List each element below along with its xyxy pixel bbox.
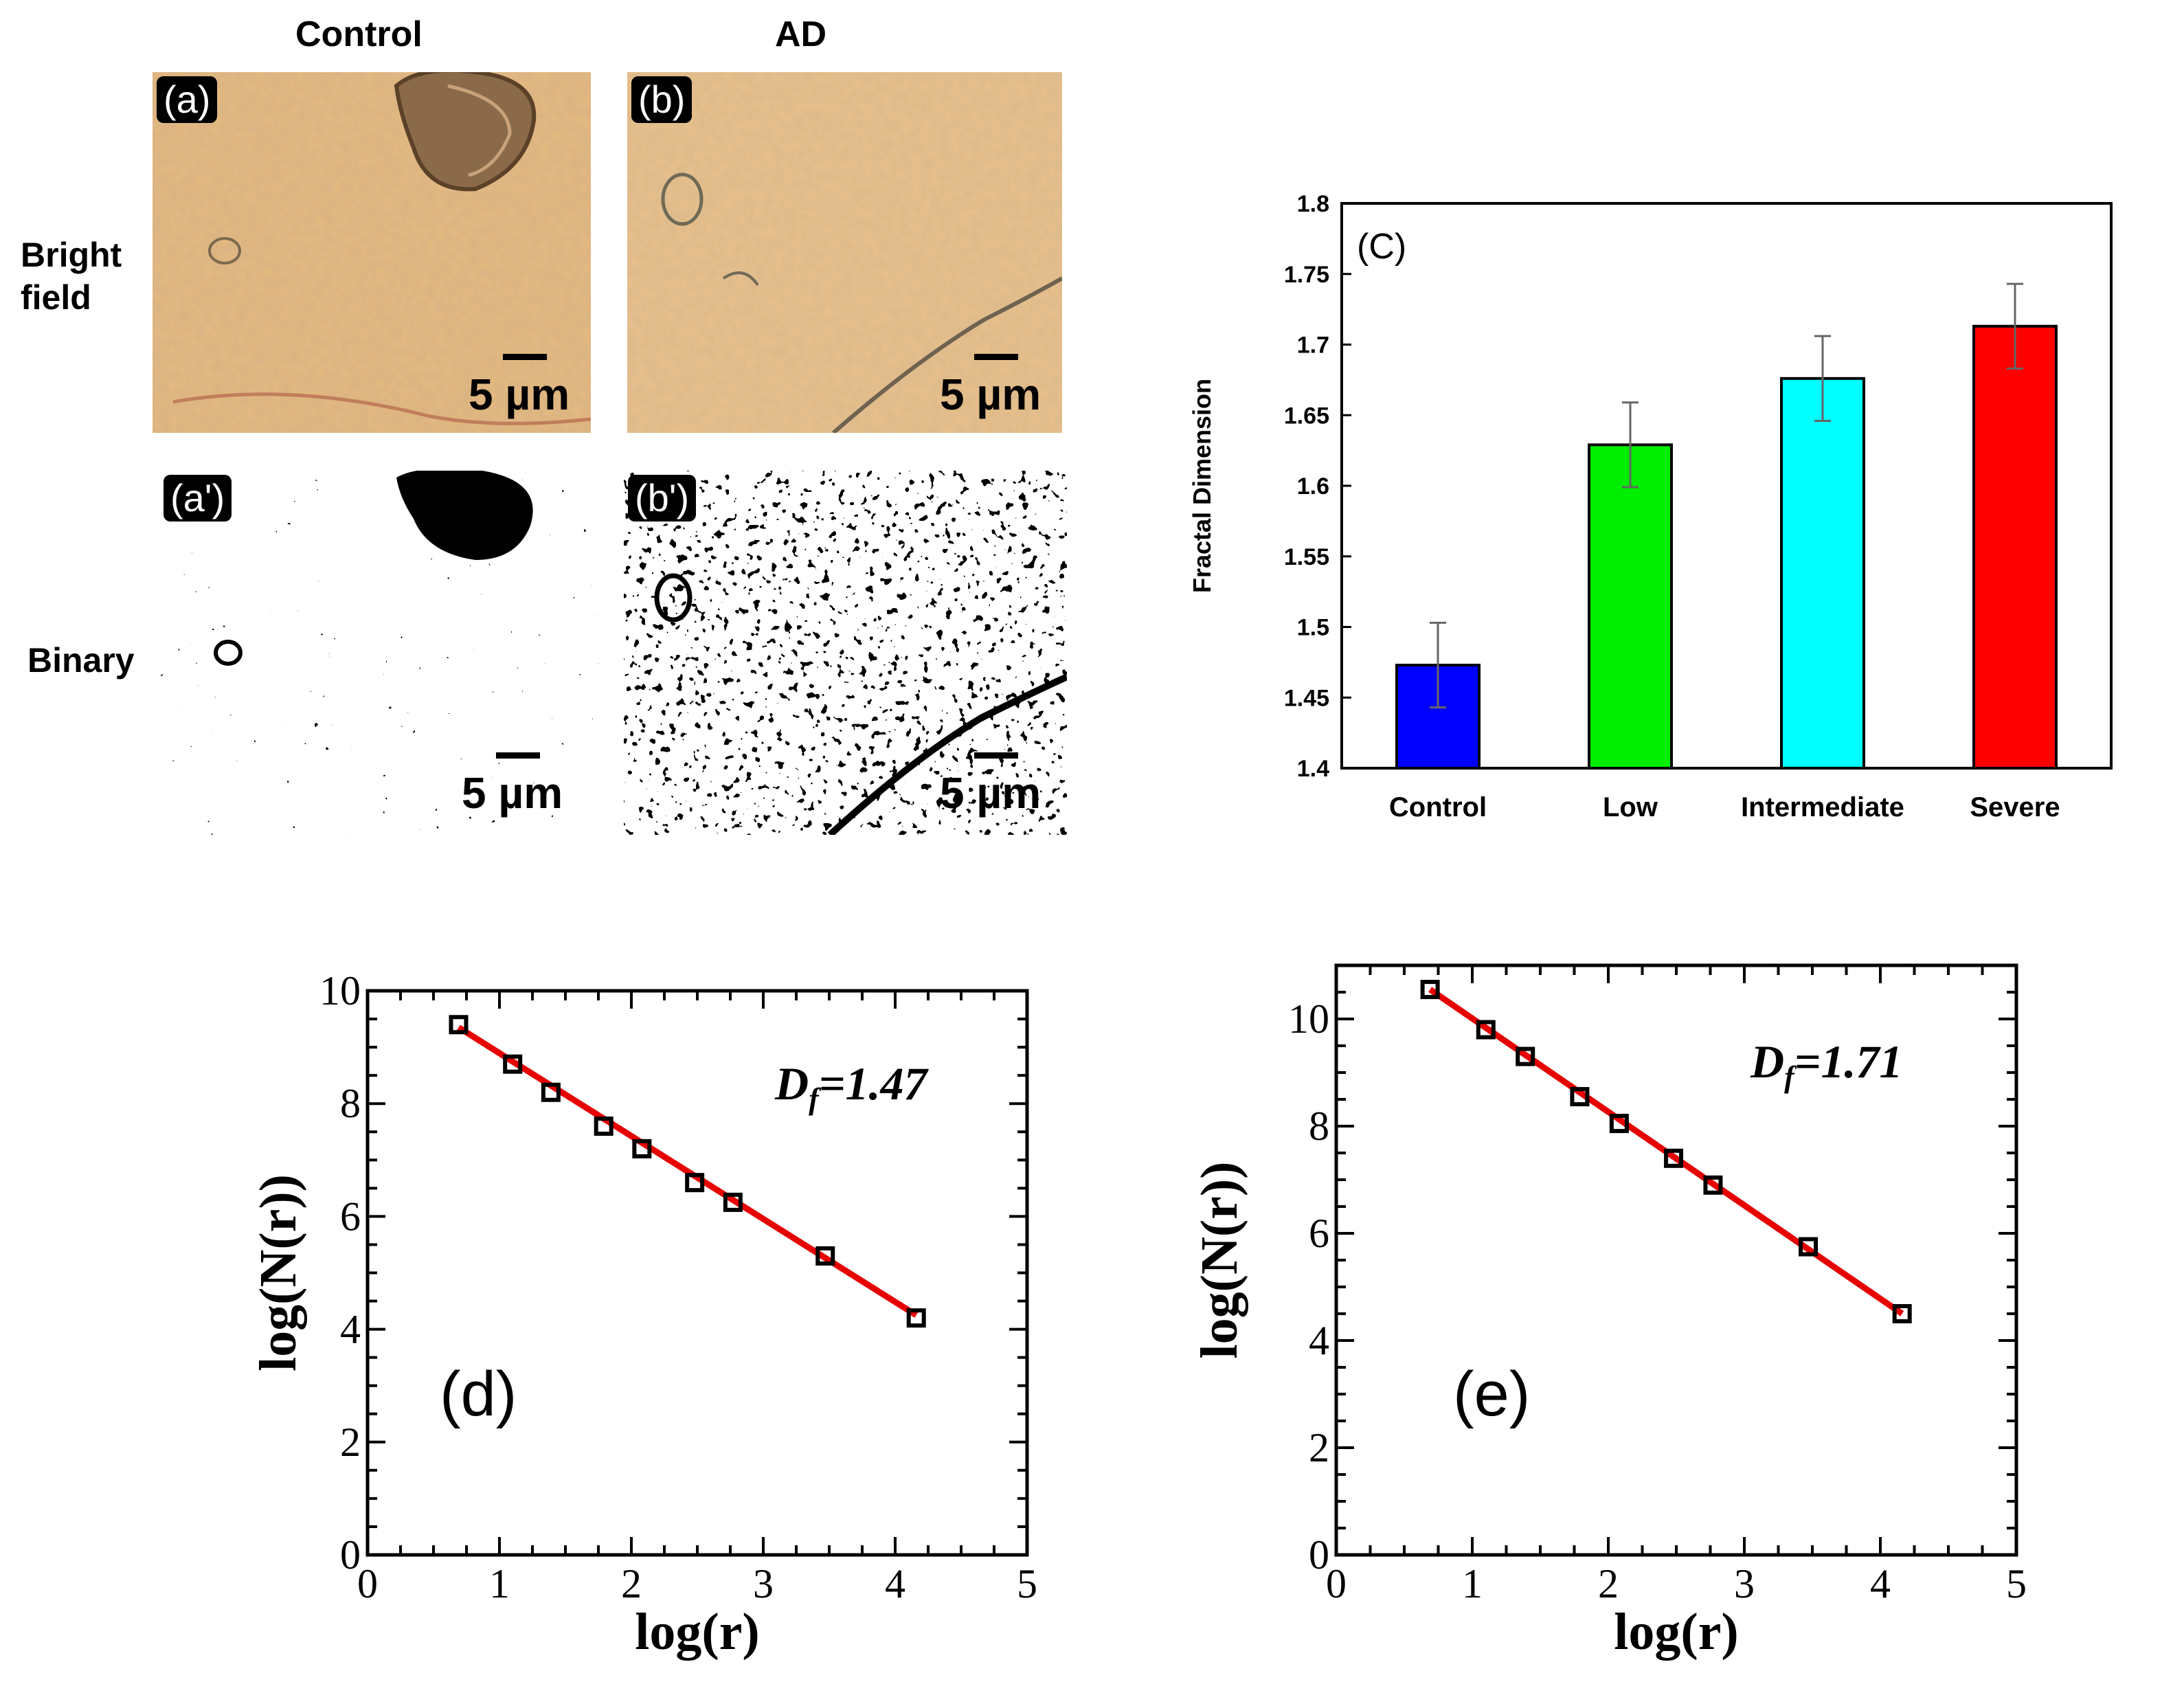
- bar-control: [1395, 663, 1481, 770]
- data-point: [723, 1192, 743, 1212]
- y-tick-label: 6: [340, 1193, 361, 1239]
- micrograph-control-bright-field: (a) 5 µm: [153, 72, 591, 433]
- x-tick-label: 5: [1017, 1561, 1037, 1606]
- x-tick-label: 2: [621, 1561, 642, 1606]
- data-point: [1420, 980, 1440, 1000]
- x-axis-title: log(r): [1614, 1603, 1738, 1661]
- scale-bar-a-prime: [496, 752, 540, 759]
- x-tick-label: 2: [1598, 1561, 1619, 1606]
- bar-low: [1588, 443, 1673, 770]
- y-tick-label: 1.4: [1297, 756, 1329, 782]
- panel-label: (e): [1453, 1359, 1530, 1429]
- fit-line: [1428, 987, 1904, 1316]
- data-point: [906, 1308, 926, 1328]
- bar-intermediate: [1780, 377, 1865, 770]
- bar-severe: [1972, 324, 2058, 770]
- data-point: [1516, 1046, 1535, 1066]
- scale-bar-a: [503, 354, 547, 360]
- y-tick-label: 1.5: [1297, 615, 1329, 641]
- plot-frame: [365, 989, 1029, 1557]
- y-axis-title: log(N(r)): [249, 1174, 307, 1371]
- micrograph-ad-bright-field: (b) 5 µm: [627, 72, 1062, 433]
- binary-texture-b: [624, 471, 1067, 835]
- y-tick-label: 1.6: [1297, 473, 1329, 500]
- data-point: [1892, 1304, 1912, 1323]
- y-tick-label: 4: [1309, 1318, 1329, 1363]
- data-point: [815, 1246, 835, 1266]
- panel-label-a: (a): [157, 76, 218, 123]
- panel-label-a-prime: (a'): [164, 475, 232, 522]
- tissue-texture-a: [153, 72, 591, 433]
- scale-label-a: 5 µm: [469, 370, 570, 419]
- data-point: [1476, 1020, 1496, 1040]
- data-point: [594, 1117, 613, 1136]
- micrograph-ad-binary: (b') 5 µm: [624, 471, 1067, 835]
- panel-label-b: (b): [631, 76, 693, 123]
- y-tick-label: 1.7: [1297, 333, 1329, 359]
- panel-label-c: (C): [1357, 227, 1406, 267]
- x-tick-label: 4: [1870, 1561, 1891, 1606]
- scale-label-b: 5 µm: [940, 370, 1042, 419]
- y-tick-label: 8: [1309, 1103, 1329, 1149]
- x-tick-label: 1: [1462, 1561, 1483, 1606]
- x-tick-label: 3: [1734, 1561, 1755, 1606]
- x-category-label: Control: [1389, 792, 1487, 822]
- data-point: [685, 1173, 705, 1193]
- binary-texture-a: [159, 471, 599, 835]
- y-tick-label: 10: [319, 968, 361, 1013]
- y-tick-label: 0: [340, 1532, 361, 1578]
- panel-label-b-prime: (b'): [628, 475, 697, 522]
- x-axis-title: log(r): [635, 1603, 759, 1661]
- fractal-dimension-annotation: Df=1.71: [1750, 1035, 1903, 1094]
- x-tick-label: 1: [489, 1561, 510, 1606]
- x-tick-label: 4: [885, 1561, 905, 1606]
- y-tick-label: 0: [1309, 1532, 1329, 1578]
- x-tick-label: 0: [357, 1561, 378, 1606]
- y-tick-label: 8: [340, 1081, 361, 1126]
- data-point: [1570, 1087, 1590, 1107]
- fit-line: [457, 1024, 919, 1318]
- y-tick-label: 1.55: [1284, 544, 1329, 570]
- y-tick-label: 1.45: [1284, 685, 1329, 711]
- scale-label-a-prime: 5 µm: [462, 768, 563, 818]
- scale-bar-b-prime: [974, 752, 1018, 759]
- column-header-control: Control: [295, 14, 423, 54]
- row-label-binary: Binary: [27, 641, 135, 680]
- y-tick-label: 6: [1309, 1211, 1329, 1256]
- tissue-texture-b: [627, 72, 1062, 433]
- plot-frame: [1334, 963, 2018, 1557]
- x-tick-label: 5: [2006, 1561, 2027, 1606]
- micrograph-control-binary: (a') 5 µm: [159, 471, 599, 835]
- x-category-label: Intermediate: [1741, 792, 1904, 822]
- x-tick-label: 0: [1326, 1561, 1347, 1606]
- data-point: [1799, 1237, 1819, 1257]
- y-tick-label: 2: [340, 1420, 361, 1465]
- data-point: [503, 1054, 523, 1074]
- data-point: [449, 1015, 469, 1035]
- data-point: [541, 1082, 561, 1102]
- scale-bar-b: [974, 354, 1018, 360]
- column-header-ad: AD: [775, 14, 827, 54]
- x-category-label: Low: [1603, 792, 1658, 822]
- y-tick-label: 1.75: [1284, 262, 1329, 288]
- panel-label: (d): [440, 1359, 517, 1429]
- data-point: [1609, 1114, 1629, 1134]
- data-point: [632, 1139, 652, 1158]
- data-point: [1703, 1175, 1723, 1195]
- y-axis-title: Fractal Dimension: [1188, 379, 1216, 593]
- y-axis-title: log(N(r)): [1191, 1162, 1248, 1359]
- row-label-bright-field: Bright field: [21, 236, 122, 317]
- y-tick-label: 2: [1309, 1425, 1329, 1470]
- plot-frame: [1340, 202, 2113, 770]
- fractal-dimension-annotation: Df=1.47: [774, 1057, 930, 1116]
- y-tick-label: 4: [340, 1307, 361, 1352]
- y-tick-label: 10: [1288, 996, 1329, 1042]
- x-category-label: Severe: [1970, 792, 2060, 822]
- y-tick-label: 1.65: [1284, 403, 1329, 429]
- data-point: [1664, 1148, 1684, 1168]
- x-tick-label: 3: [753, 1561, 774, 1606]
- y-tick-label: 1.8: [1297, 191, 1329, 217]
- scale-label-b-prime: 5 µm: [940, 768, 1042, 818]
